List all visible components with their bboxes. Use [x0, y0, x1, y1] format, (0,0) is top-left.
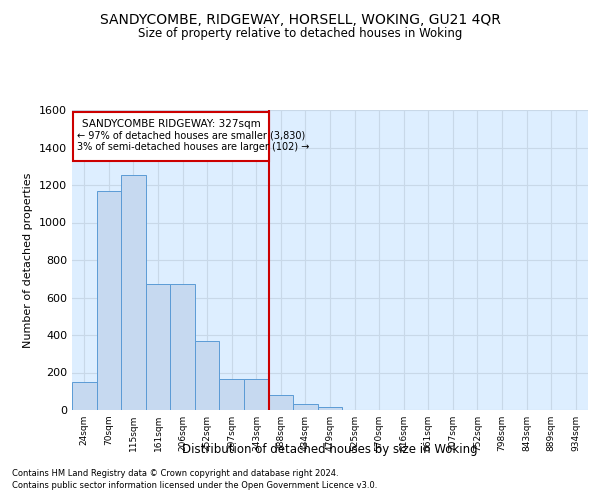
Text: Contains HM Land Registry data © Crown copyright and database right 2024.: Contains HM Land Registry data © Crown c…: [12, 468, 338, 477]
Text: Distribution of detached houses by size in Woking: Distribution of detached houses by size …: [182, 444, 478, 456]
Bar: [97, 190, 121, 410]
Bar: [318, 406, 342, 410]
Text: ← 97% of detached houses are smaller (3,830): ← 97% of detached houses are smaller (3,…: [77, 130, 305, 140]
Bar: [73, 112, 269, 160]
Bar: [244, 379, 269, 410]
Bar: [170, 284, 195, 410]
Bar: [220, 379, 244, 410]
Bar: [121, 174, 146, 410]
Text: SANDYCOMBE RIDGEWAY: 327sqm: SANDYCOMBE RIDGEWAY: 327sqm: [82, 120, 260, 130]
Bar: [293, 404, 318, 410]
Text: Contains public sector information licensed under the Open Government Licence v3: Contains public sector information licen…: [12, 481, 377, 490]
Bar: [195, 340, 220, 410]
Y-axis label: Number of detached properties: Number of detached properties: [23, 172, 34, 348]
Bar: [269, 395, 293, 410]
Bar: [146, 284, 170, 410]
Text: 3% of semi-detached houses are larger (102) →: 3% of semi-detached houses are larger (1…: [77, 142, 309, 152]
Bar: [72, 382, 97, 410]
Text: Size of property relative to detached houses in Woking: Size of property relative to detached ho…: [138, 28, 462, 40]
Text: SANDYCOMBE, RIDGEWAY, HORSELL, WOKING, GU21 4QR: SANDYCOMBE, RIDGEWAY, HORSELL, WOKING, G…: [100, 12, 500, 26]
